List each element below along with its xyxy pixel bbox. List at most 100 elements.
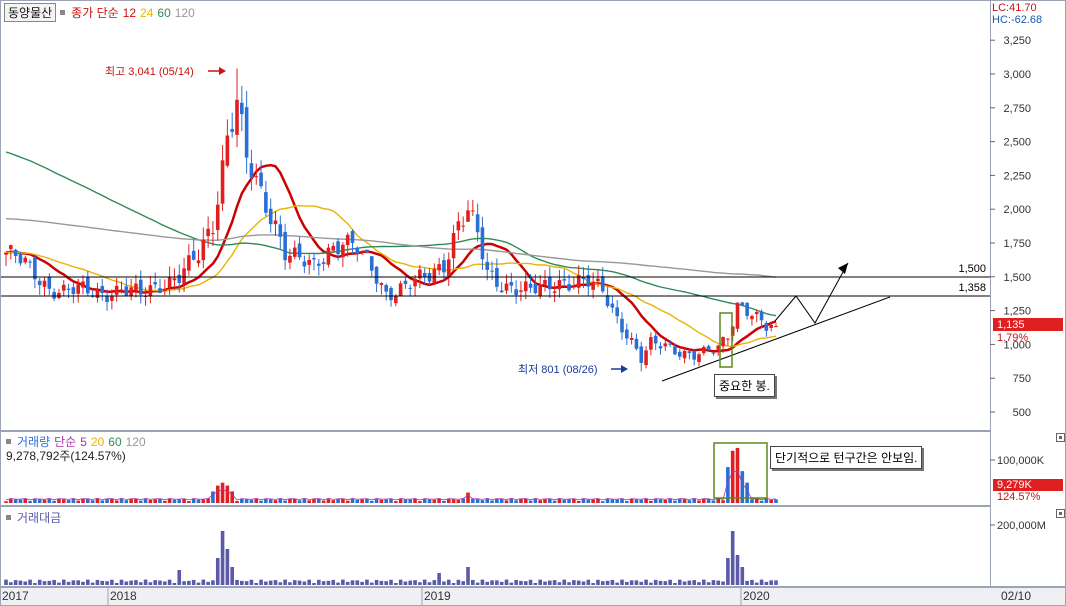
candle-body — [138, 279, 143, 295]
amount-bar — [369, 582, 374, 585]
volume-bar — [57, 498, 61, 503]
ma-120-label[interactable]: 120 — [174, 5, 195, 20]
vol-ma-20-label[interactable]: 20 — [90, 434, 105, 449]
vol-ma-120-label[interactable]: 120 — [125, 434, 146, 449]
volume-bar — [384, 499, 388, 503]
volume-bar — [466, 492, 470, 503]
volume-bar — [750, 499, 754, 503]
volume-bar — [504, 500, 509, 503]
amount-bar — [177, 570, 182, 585]
amount-bar — [37, 579, 42, 585]
candle-body — [292, 247, 297, 257]
candle-body — [119, 289, 124, 291]
candle-body — [172, 278, 177, 281]
amount-bar — [365, 579, 369, 585]
candle-body — [480, 227, 485, 260]
amount-bar — [100, 580, 105, 585]
x-tick-label: 2019 — [424, 589, 451, 603]
candle-body — [403, 280, 408, 284]
amount-bar — [321, 581, 326, 585]
candle-body — [321, 262, 326, 265]
candle-body — [114, 285, 119, 295]
projection-arrowhead — [838, 263, 848, 274]
amount-bar — [33, 583, 37, 585]
amount-bar — [754, 582, 759, 585]
amount-bar — [422, 579, 427, 585]
volume-bar — [369, 500, 374, 503]
important-candle-note: 중요한 봉. — [714, 374, 775, 397]
candle-body — [437, 264, 441, 271]
candle-body — [634, 338, 639, 349]
volume-bar — [211, 491, 215, 503]
volume-bar — [759, 500, 764, 503]
volume-bar — [562, 499, 567, 503]
candle-body — [740, 302, 745, 306]
volume-bar — [668, 498, 672, 503]
volume-bar — [418, 501, 422, 503]
candle-body — [687, 351, 692, 354]
y-tick-label: 3,000 — [1003, 69, 1031, 81]
volume-bar — [110, 498, 114, 503]
volume-bar — [403, 499, 408, 503]
y-tick-label: 500 — [1013, 407, 1031, 419]
volume-bar — [336, 499, 340, 503]
x-axis-ticks: 2017 2018 2019 2020 — [0, 588, 770, 605]
volume-bar — [307, 500, 311, 503]
candle-body — [9, 245, 13, 250]
amount-bar — [23, 581, 28, 585]
stock-name-button[interactable]: 동양물산 — [4, 3, 57, 22]
volume-bar — [663, 499, 668, 503]
volume-bar — [586, 499, 591, 503]
volume-bar — [163, 500, 167, 503]
volume-bar — [148, 499, 153, 503]
level-label-1358: 1,358 — [958, 282, 986, 294]
candle-body — [533, 283, 538, 294]
amount-bar — [283, 579, 287, 585]
ma-60-label[interactable]: 60 — [157, 5, 171, 20]
y-tick-label: 2,250 — [1003, 170, 1031, 182]
candle-body — [341, 244, 345, 258]
volume-bar — [673, 500, 677, 503]
volume-bar — [100, 500, 105, 503]
volume-bar — [317, 498, 321, 503]
amount-bar — [668, 579, 672, 585]
candle-body — [163, 288, 167, 292]
amount-bar — [191, 579, 196, 585]
ma-12-label[interactable]: 12 — [122, 5, 137, 20]
candle-body — [538, 284, 542, 296]
ma-24-label[interactable]: 24 — [140, 5, 154, 20]
candle-body — [182, 268, 186, 285]
volume-bar — [249, 499, 254, 503]
volume-bar — [292, 498, 297, 503]
amount-bar — [196, 582, 201, 585]
volume-bar — [312, 498, 316, 503]
candle-body — [774, 326, 778, 328]
vol-ma-5-label[interactable]: 5 — [80, 434, 87, 449]
y-tick-label: 1,250 — [1003, 306, 1031, 318]
candle-body — [201, 239, 206, 261]
volume-bar — [230, 491, 234, 503]
candle-body — [225, 135, 230, 166]
volume-panel-close-button[interactable] — [1056, 433, 1065, 442]
volume-bar — [600, 501, 605, 503]
amount-bar — [586, 579, 591, 585]
amount-bar — [475, 582, 480, 585]
amount-bar — [28, 579, 32, 585]
candle-body — [745, 302, 749, 316]
amount-bar — [442, 581, 446, 585]
amount-bar — [18, 580, 23, 585]
volume-bar — [422, 498, 427, 503]
vol-ma-60-label[interactable]: 60 — [108, 434, 122, 449]
candle-body — [129, 287, 133, 296]
candle-body — [629, 338, 634, 340]
amount-panel-close-button[interactable] — [1056, 509, 1065, 518]
candle-body — [211, 233, 215, 235]
volume-bar — [345, 500, 350, 503]
amount-bar — [138, 582, 143, 585]
volume-bar — [288, 498, 292, 503]
amount-bar — [567, 582, 571, 585]
amount-bar — [134, 580, 138, 585]
amount-bar — [702, 579, 706, 585]
candle-body — [610, 303, 615, 308]
amount-bar — [745, 580, 749, 585]
